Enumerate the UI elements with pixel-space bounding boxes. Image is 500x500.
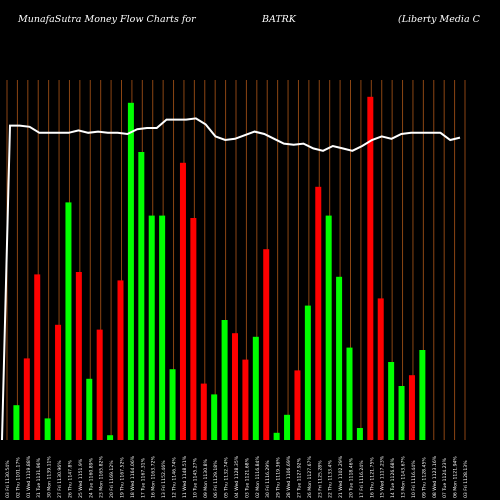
bar — [23, 358, 30, 440]
bar — [242, 359, 249, 440]
x-tick-label: 07 Tue 1124.23% — [442, 457, 448, 498]
x-tick-label: 29 Thu 1119.36% — [276, 457, 282, 498]
bar — [127, 102, 134, 441]
bar — [200, 383, 207, 440]
x-tick-label: 02 Thu 1101.17% — [15, 457, 21, 498]
x-tick-label: 23 Fri 1125.28% — [317, 460, 323, 498]
x-tick-label: 09 Mon 1130.8% — [203, 458, 209, 498]
bar — [159, 215, 166, 440]
x-tick-label: 08 Wed 1123.16% — [432, 455, 438, 498]
bar — [138, 152, 145, 440]
x-tick-label: 15 Wed 1117.23% — [380, 455, 386, 498]
bar — [419, 350, 426, 440]
x-tick-label: 02 Mon 1116.84% — [255, 456, 261, 498]
bar — [148, 215, 155, 440]
x-tick-label: 30 Mon 1139.11% — [47, 456, 53, 498]
bar — [55, 324, 62, 440]
x-tick-label: 25 Wed 1151.9% — [78, 458, 84, 498]
x-tick-label: 10 Tue 1145.27% — [192, 457, 198, 498]
x-tick-label: 03 Fri 1130.54% — [5, 460, 11, 498]
x-tick-label: 13 Fri 1152.46% — [161, 460, 167, 498]
bar-series — [13, 96, 426, 441]
x-tick-label: 11 Wed 1148.51% — [182, 455, 188, 498]
bar — [117, 280, 124, 440]
x-tick-label: 16 Mon 1163.72% — [151, 456, 157, 498]
bar — [356, 428, 363, 440]
x-tick-label: 26 Mon 1127.67% — [307, 456, 313, 498]
x-tick-label: 12 Thu 1146.74% — [172, 457, 178, 498]
bar — [169, 369, 176, 440]
bar — [388, 362, 395, 440]
x-tick-label: 22 Thu 1133.4% — [328, 460, 334, 498]
header-company: (Liberty Media C — [398, 14, 480, 25]
bar — [367, 96, 374, 441]
bar — [263, 249, 270, 440]
bar — [336, 276, 343, 440]
bar — [408, 375, 415, 440]
x-tick-label: 23 Mon 1165.82% — [99, 456, 105, 498]
bar — [44, 418, 51, 440]
x-tick-label: 20 Fri 1169.12% — [109, 460, 115, 498]
x-tick-label: 18 Wed 1164.06% — [130, 455, 136, 498]
bar — [13, 405, 20, 440]
bar — [315, 186, 322, 440]
bar — [75, 272, 82, 440]
x-tick-label: 03 Tue 1121.68% — [244, 457, 250, 498]
bar — [304, 305, 311, 440]
bar — [179, 162, 186, 441]
bar — [65, 202, 72, 440]
bar — [252, 336, 259, 440]
x-tick-label: 17 Fri 1116.24% — [359, 460, 365, 498]
x-tick-label: 13 Mon 1143.67% — [401, 456, 407, 498]
bar — [294, 370, 301, 440]
bar — [284, 414, 291, 440]
x-tick-label: 14 Tue 1126.68% — [390, 457, 396, 498]
bar — [190, 218, 197, 440]
x-tick-label: 21 Wed 1102.29% — [338, 455, 344, 498]
x-tick-label: 27 Tue 1127.92% — [296, 457, 302, 498]
header-ticker: BATRK — [262, 14, 296, 25]
x-tick-label: 10 Fri 1116.44% — [411, 460, 417, 498]
line-series — [1, 117, 461, 441]
bar — [377, 298, 384, 440]
x-tick-label: 26 Thu 1147.8% — [67, 460, 73, 498]
x-tick-labels: 03 Fri 1130.54% 02 Thu 1101.17% 01 Wed 111… — [5, 455, 469, 498]
x-tick-label: 09 Thu 1128.45% — [421, 457, 427, 498]
money-flow-line — [1, 117, 461, 441]
bar — [325, 215, 332, 440]
x-tick-label: 27 Fri 1130.96% — [57, 460, 63, 498]
x-tick-label: 06 Fri 1129.18% — [213, 460, 219, 498]
x-tick-label: 04 Wed 1128.35% — [234, 455, 240, 498]
bar — [86, 378, 93, 440]
bar — [107, 435, 114, 440]
bar — [34, 274, 41, 440]
x-tick-label: 06 Mon 1121.94% — [453, 456, 459, 498]
chart-header: MunafaSutra Money Flow Charts for BATRK … — [0, 14, 500, 30]
bar — [96, 329, 103, 440]
header-left-title: MunafaSutra Money Flow Charts for — [18, 14, 196, 25]
x-tick-label: 03 Fri 1128.13% — [463, 460, 469, 498]
bar — [211, 394, 218, 440]
x-tick-label: 31 Tue 1131.96% — [36, 457, 42, 498]
x-tick-label: 24 Tue 1160.89% — [88, 457, 94, 498]
bar — [273, 432, 280, 440]
x-tick-label: 28 Wed 1106.69% — [286, 455, 292, 498]
bar — [346, 347, 353, 440]
bar — [232, 333, 238, 440]
x-tick-label: 16 Thu 1121.75% — [369, 457, 375, 498]
x-tick-label: 01 Wed 1119.88% — [26, 455, 32, 498]
x-tick-label: 05 Thu 1132.74% — [224, 457, 230, 498]
x-tick-label: 30 Fri 1116.29% — [265, 460, 271, 498]
x-tick-label: 17 Tue 1167.31% — [140, 457, 146, 498]
x-tick-label: 19 Thu 1167.52% — [120, 457, 126, 498]
bar — [221, 320, 228, 440]
bar — [398, 386, 405, 440]
x-tick-label: 20 Tue 1118.46% — [349, 457, 355, 498]
